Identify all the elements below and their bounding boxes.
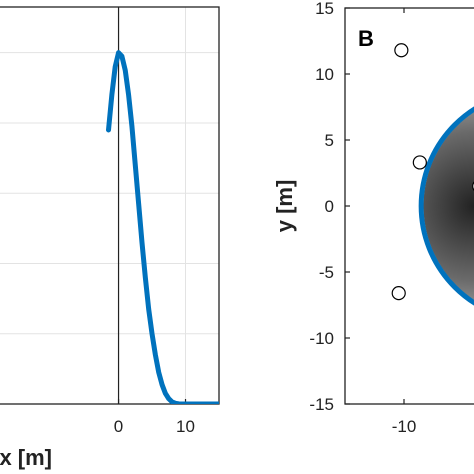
panel-b-x-tick-label: -10 bbox=[392, 417, 417, 436]
panel-a-x-tick-label: 0 bbox=[114, 417, 123, 436]
panel-b-boundary-circle bbox=[418, 106, 474, 306]
panel-a-plot bbox=[106, 50, 219, 404]
panel-b-y-tick-label: 0 bbox=[325, 197, 334, 216]
panel-a-grid bbox=[0, 7, 219, 404]
panel-b: 15 10 5 0 -5 -10 -15 -10 B y [m] bbox=[272, 0, 474, 436]
panel-b-y-tick-label: -15 bbox=[309, 395, 334, 414]
panel-b-ticks: 15 10 5 0 -5 -10 -15 -10 bbox=[309, 0, 416, 436]
panel-a: 0 10 x [m] bbox=[0, 6, 220, 470]
panel-b-y-axis-label: y [m] bbox=[272, 180, 297, 233]
panel-b-y-tick-label: 10 bbox=[315, 65, 334, 84]
panel-b-y-tick-label: 15 bbox=[315, 0, 334, 18]
panel-b-point bbox=[394, 43, 409, 58]
panel-b-y-tick-label: -5 bbox=[319, 263, 334, 282]
panel-a-x-axis-label: x [m] bbox=[0, 445, 52, 470]
panel-b-plot bbox=[391, 43, 474, 306]
panel-a-x-tick-label: 10 bbox=[176, 417, 195, 436]
panel-b-y-tick-label: 5 bbox=[325, 131, 334, 150]
panel-b-point bbox=[391, 286, 406, 301]
panel-a-series-line bbox=[106, 50, 219, 404]
panel-b-y-tick-label: -10 bbox=[309, 329, 334, 348]
panel-a-axes-box bbox=[0, 6, 220, 405]
panel-b-point bbox=[412, 155, 427, 170]
panel-b-density-shading bbox=[423, 112, 474, 300]
panel-b-letter: B bbox=[358, 26, 374, 51]
